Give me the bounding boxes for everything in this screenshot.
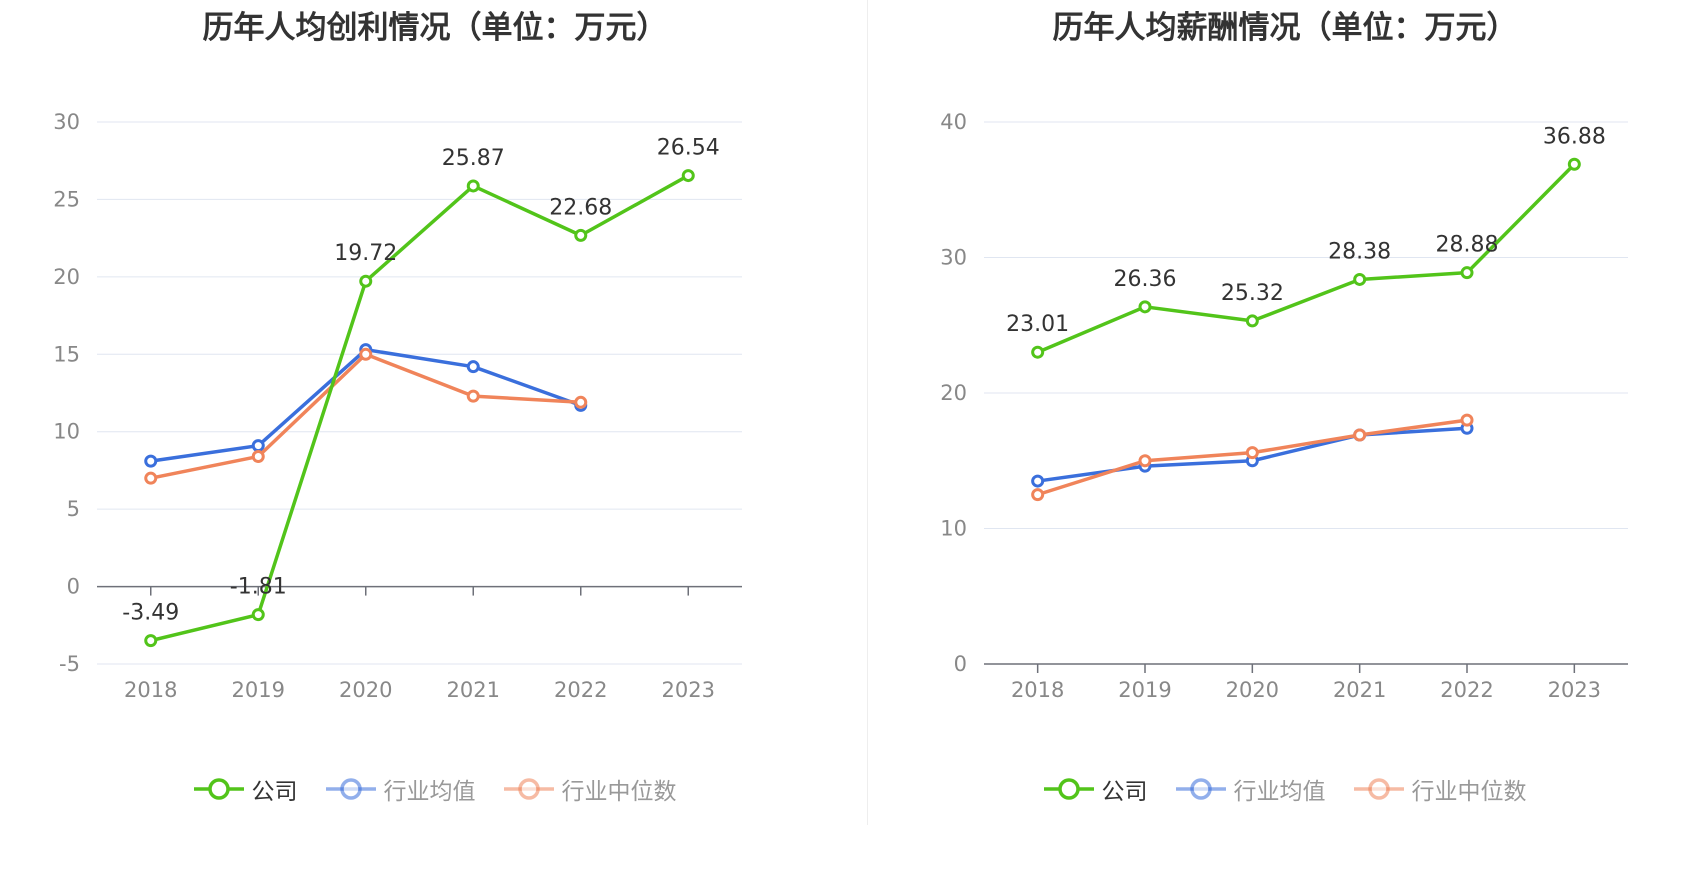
data-point	[1031, 345, 1045, 359]
y-tick-label: 10	[940, 517, 967, 541]
y-tick-label: 20	[940, 381, 967, 405]
data-label: 28.38	[1328, 239, 1391, 264]
data-point	[251, 608, 265, 622]
data-point	[1245, 446, 1259, 460]
legend-marker-icon	[193, 778, 244, 800]
legend-marker-icon	[503, 778, 554, 800]
data-point	[144, 634, 158, 648]
data-point	[1353, 272, 1367, 286]
series-line-company	[1036, 163, 1576, 354]
legend-marker-icon	[1353, 778, 1404, 800]
chart-legend: 公司 行业均值 行业中位数	[0, 772, 870, 806]
data-point	[359, 347, 373, 361]
data-point	[466, 389, 480, 403]
chart-legend: 公司 行业均值 行业中位数	[870, 772, 1700, 806]
x-tick-label: 2021	[447, 678, 500, 702]
data-point	[1031, 474, 1045, 488]
legend-item[interactable]: 公司	[1043, 772, 1148, 806]
data-label: 25.87	[442, 146, 505, 171]
legend-label: 行业均值	[1233, 779, 1326, 805]
data-label: 26.36	[1114, 267, 1177, 292]
data-point	[466, 179, 480, 193]
data-point	[574, 228, 588, 242]
x-tick-label: 2020	[339, 678, 392, 702]
x-tick-label: 2021	[1333, 678, 1386, 702]
data-point	[466, 360, 480, 374]
data-label: 19.72	[334, 241, 397, 266]
x-tick-label: 2022	[1440, 678, 1493, 702]
data-point	[1245, 314, 1259, 328]
legend-label: 行业中位数	[561, 779, 677, 805]
panel-divider	[867, 0, 868, 825]
legend-label: 行业中位数	[1411, 779, 1527, 805]
data-point	[574, 395, 588, 409]
legend-marker-icon	[1043, 778, 1094, 800]
data-point	[144, 471, 158, 485]
data-point	[1460, 266, 1474, 280]
x-tick-label: 2018	[1011, 678, 1064, 702]
chart-panel-profit: 历年人均创利情况（单位：万元） -5 0 5 10 15 20 25 30 2018 2019 20…	[0, 10, 870, 806]
x-tick-label: 2022	[554, 678, 607, 702]
x-tick-label: 2020	[1226, 678, 1279, 702]
y-tick-label: 5	[67, 497, 80, 521]
data-point	[1138, 300, 1152, 314]
y-tick-label: 0	[954, 652, 967, 676]
legend-marker-icon	[1175, 778, 1226, 800]
legend-label: 行业均值	[383, 779, 476, 805]
y-tick-label: 30	[53, 110, 80, 134]
data-point	[1460, 413, 1474, 427]
data-point	[359, 274, 373, 288]
data-point	[1031, 488, 1045, 502]
data-point	[251, 449, 265, 463]
data-label: 26.54	[657, 136, 720, 161]
data-label: 22.68	[549, 195, 612, 220]
legend-item[interactable]: 公司	[193, 772, 298, 806]
legend-marker-icon	[325, 778, 376, 800]
x-tick-label: 2019	[232, 678, 285, 702]
legend-item[interactable]: 行业中位数	[1353, 772, 1527, 806]
x-tick-label: 2018	[124, 678, 177, 702]
data-label: 23.01	[1006, 312, 1069, 337]
chart-title: 历年人均薪酬情况（单位：万元）	[1052, 10, 1518, 46]
data-label: -1.81	[230, 575, 287, 600]
series-line-industry-median	[150, 352, 581, 480]
line-chart-salary: 0 10 20 30 40 2018 2019 2020 2021 2022 2023 23.01 26…	[940, 110, 1628, 702]
legend-label: 公司	[251, 779, 298, 805]
data-point	[144, 454, 158, 468]
y-tick-label: 40	[940, 110, 967, 134]
data-label: -3.49	[122, 601, 179, 626]
legend-item[interactable]: 行业均值	[1175, 772, 1326, 806]
y-tick-label: 0	[67, 575, 80, 599]
data-label: 28.88	[1436, 233, 1499, 258]
x-tick-label: 2023	[1548, 678, 1601, 702]
y-tick-label: 30	[940, 246, 967, 270]
y-tick-label: 15	[53, 342, 80, 366]
data-point	[1567, 157, 1581, 171]
series-line-industry-avg	[150, 347, 582, 463]
legend-item[interactable]: 行业均值	[325, 772, 476, 806]
data-point	[251, 439, 265, 453]
y-tick-label: 25	[53, 187, 80, 211]
chart-panel-salary: 历年人均薪酬情况（单位：万元） 0 10 20 30 40 2018 2019 2020 202…	[870, 0, 1700, 874]
x-tick-label: 2023	[662, 678, 715, 702]
y-tick-label: -5	[59, 652, 80, 676]
chart-title: 历年人均创利情况（单位：万元）	[202, 10, 668, 46]
x-tick-label: 2019	[1118, 678, 1171, 702]
legend-item[interactable]: 行业中位数	[503, 772, 677, 806]
y-tick-label: 10	[53, 420, 80, 444]
data-point	[1353, 428, 1367, 442]
data-point	[1138, 454, 1152, 468]
data-label: 36.88	[1543, 124, 1606, 149]
y-tick-label: 20	[53, 265, 80, 289]
line-chart-profit: -5 0 5 10 15 20 25 30 2018 2019 2020 2021 2022 2023 -3…	[53, 110, 742, 702]
series-line-company	[150, 174, 690, 643]
data-point	[681, 169, 695, 183]
legend-label: 公司	[1101, 779, 1148, 805]
data-label: 25.32	[1221, 281, 1284, 306]
